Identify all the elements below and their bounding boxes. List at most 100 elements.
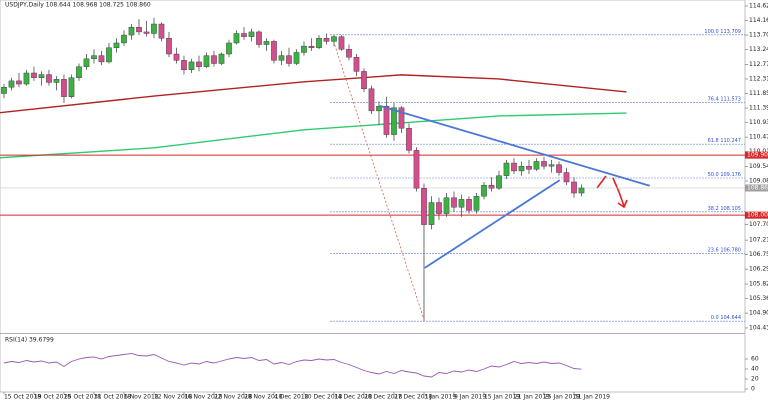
level-label: 109.900 [747, 152, 768, 159]
chart-title: USDJPY,Daily 108.644 108.968 108.725 108… [5, 2, 151, 9]
x-tick-label: 20 Dec 2018 [364, 394, 403, 401]
candle-body [46, 74, 52, 83]
x-tick-label: 4 Dec 2018 [274, 394, 309, 401]
trendline [424, 179, 561, 269]
candle-body [286, 55, 292, 64]
candle-body [1, 86, 7, 94]
y-tick-label: 113.700 [749, 32, 768, 39]
y-tick-label: 104.900 [749, 310, 768, 317]
candle-body [346, 49, 352, 58]
candle-body [526, 165, 532, 170]
x-tick-label: 25 Jan 2019 [544, 394, 580, 401]
x-tick-label: 28 Nov 2018 [244, 394, 283, 401]
candle-body [466, 199, 472, 211]
candle-body [61, 79, 67, 97]
candle-body [301, 45, 307, 53]
candle-body [38, 74, 45, 78]
fib-label: 38.2 108.105 [708, 206, 741, 212]
candle-body [188, 61, 195, 71]
candle-body [293, 52, 300, 64]
x-tick-label: 10 Dec 2018 [304, 394, 343, 401]
rsi-line [3, 353, 582, 378]
y-tick-label: 106.750 [749, 251, 768, 258]
fib-label: 0.0 104.644 [711, 315, 741, 321]
moving-average [0, 74, 627, 114]
x-tick-label: 3 Jan 2019 [424, 394, 456, 401]
x-tick-label: 9 Jan 2019 [454, 394, 486, 401]
candle-body [98, 55, 105, 63]
candle-body [203, 55, 210, 67]
candle-body [338, 36, 345, 50]
moving-average [0, 112, 627, 159]
candle-body [443, 197, 450, 214]
y-tick-label: 112.310 [749, 75, 768, 82]
candle-body [353, 56, 360, 72]
y-tick-label: 107.700 [749, 221, 768, 228]
candle-body [211, 55, 217, 64]
y-tick-label: 114.160 [749, 17, 768, 24]
candle-body [511, 162, 517, 172]
fib-label: 61.8 110.247 [708, 138, 741, 144]
fib-label: 100.0 113.709 [704, 29, 741, 35]
candle-body [143, 31, 150, 34]
candle-body [458, 199, 465, 208]
y-tick-label: 60 [751, 356, 759, 363]
y-tick-label: 40 [751, 366, 759, 373]
candle-body [578, 187, 585, 194]
candle-body [308, 45, 315, 48]
candle-body [376, 105, 382, 112]
candle-body [481, 184, 487, 197]
x-tick-label: 21 Jan 2019 [514, 394, 550, 401]
candle-body [256, 31, 262, 45]
y-tick-label: 104.430 [749, 324, 768, 331]
candle-body [548, 164, 555, 167]
y-tick-label: 114.620 [749, 3, 768, 10]
fib-label: 50.0 109.176 [708, 172, 741, 178]
candle-body [368, 88, 375, 112]
candle-body [503, 162, 510, 176]
y-tick-label: 109.080 [749, 178, 768, 185]
candle-body [451, 197, 457, 208]
x-tick-label: 6 Nov 2018 [124, 394, 159, 401]
y-tick-label: 112.770 [749, 61, 768, 68]
y-tick-label: 106.290 [749, 266, 768, 273]
candle-body [196, 61, 202, 67]
candle-body [391, 107, 397, 135]
candle-body [278, 55, 285, 61]
candle-body [398, 107, 405, 129]
current-price-box [745, 184, 768, 192]
candle-body [68, 77, 75, 97]
candle-body [406, 128, 412, 151]
level-label: 108.000 [747, 212, 768, 219]
candle-body [106, 47, 112, 63]
candle-body [323, 38, 330, 42]
y-tick-label: 0 [751, 386, 755, 393]
candle-body [158, 23, 165, 39]
candle-body [16, 80, 22, 85]
candle-body [571, 181, 577, 194]
candle-body [383, 105, 390, 135]
candle-body [76, 66, 82, 78]
candle-body [488, 184, 495, 189]
candle-body [263, 41, 270, 45]
candle-body [53, 79, 60, 83]
candle-body [121, 34, 127, 44]
x-tick-label: 15 Oct 2018 [4, 394, 41, 401]
candle-body [241, 33, 247, 37]
candle-body [316, 38, 322, 48]
candle-body [23, 72, 30, 85]
level-label-box [745, 211, 768, 219]
x-tick-label: 31 Oct 2018 [94, 394, 131, 401]
candle-body [413, 150, 420, 189]
x-tick-label: 12 Nov 2018 [154, 394, 193, 401]
x-tick-label: 16 Nov 2018 [184, 394, 223, 401]
x-tick-label: 25 Oct 2018 [64, 394, 101, 401]
candle-body [128, 26, 135, 36]
level-label-box [745, 151, 768, 159]
candle-body [533, 161, 540, 170]
candle-body [541, 161, 547, 167]
y-tick-label: 113.240 [749, 46, 768, 53]
candle-body [436, 202, 442, 214]
y-tick-label: 105.820 [749, 281, 768, 288]
